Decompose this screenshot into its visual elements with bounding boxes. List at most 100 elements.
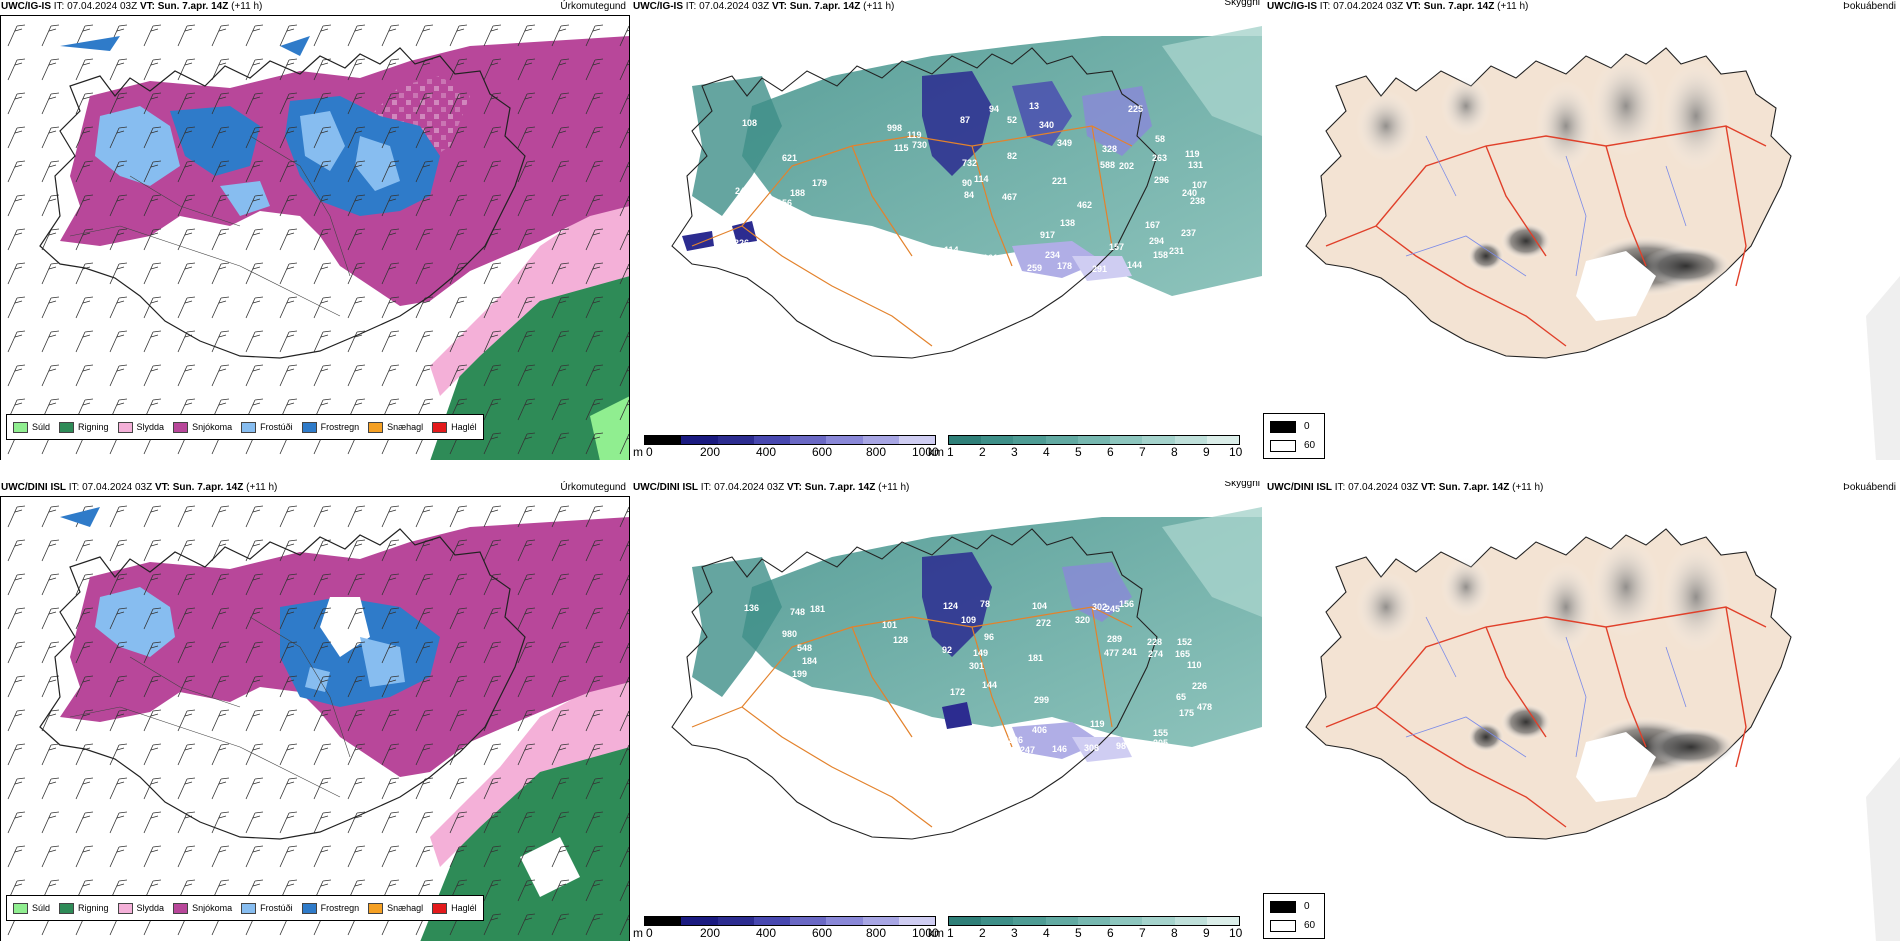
- cloud-base-label: 115: [894, 143, 909, 153]
- valid-time: Sun. 7.apr. 14Z: [1438, 482, 1510, 493]
- low-cloud-area: [922, 71, 992, 176]
- model-name: UWC/DINI ISL: [633, 482, 698, 493]
- cloud-base-label: 149: [973, 648, 988, 658]
- cloud-base-label: 104: [1032, 601, 1047, 611]
- cloud-base-label: 84: [964, 190, 974, 200]
- cloud-base-label: 65: [1176, 692, 1186, 702]
- cloud-base-label: 748: [790, 607, 805, 617]
- legend-item: Rigning: [59, 421, 109, 433]
- cloud-base-label: 96: [984, 632, 994, 642]
- legend-item: Snjókoma: [173, 421, 232, 433]
- cloud-base-label: 94: [989, 104, 999, 114]
- cloud-base-label: 349: [1057, 138, 1072, 148]
- cloud-base-label: 184: [802, 656, 817, 666]
- cloud-base-label: 296: [1154, 175, 1169, 185]
- legend-item: Frostregn: [301, 902, 359, 914]
- lead-time: (+11 h): [878, 482, 910, 493]
- cloud-base-label: 980: [782, 629, 797, 639]
- cloud-base-label: 245: [735, 186, 750, 196]
- cloud-base-label: 205: [1153, 738, 1168, 748]
- legend-item: Haglél: [432, 421, 477, 433]
- cloud-base-label: 240: [1182, 188, 1197, 198]
- cloud-base-label: 320: [1075, 615, 1090, 625]
- cloud-base-label: 302: [1092, 602, 1107, 612]
- cloud-base-label: 144: [1127, 260, 1142, 270]
- fog-indicator-panel-row1: UWC/IG-IS IT: 07.04.2024 03Z VT: Sun. 7.…: [1266, 0, 1900, 460]
- init-time: 07.04.2024 03Z: [1333, 1, 1404, 12]
- cloud-base-label: 274: [1148, 649, 1163, 659]
- panel-title: Þokuábendi: [1843, 1, 1896, 12]
- lead-time: (+11 h): [246, 482, 278, 493]
- cloud-base-label: 57: [801, 702, 811, 712]
- precip-legend: Súld Rigning Slydda Snjókoma Frostúði Fr…: [6, 414, 484, 440]
- cloud-base-label: 213: [780, 685, 795, 695]
- model-name: UWC/DINI ISL: [1, 482, 66, 493]
- legend-item: Frostúði: [241, 902, 293, 914]
- cloud-base-label: 172: [950, 687, 965, 697]
- cloud-base-label: 136: [744, 603, 759, 613]
- legend-item: Rigning: [59, 902, 109, 914]
- visibility-map: [632, 16, 1262, 436]
- cloud-base-label: 146: [1052, 744, 1067, 754]
- lead-time: (+11 h): [1497, 1, 1529, 12]
- cloud-base-label: 52: [1007, 115, 1017, 125]
- cloud-base-label: 101: [882, 620, 897, 630]
- cloud-base-label: 231: [1169, 246, 1184, 256]
- cloud-base-label: 175: [1179, 708, 1194, 718]
- cloud-base-label: 917: [1040, 230, 1055, 240]
- cloud-base-label: 199: [792, 669, 807, 679]
- cloud-base-label: 998: [887, 123, 902, 133]
- precip-type-panel-row2: UWC/DINI ISL IT: 07.04.2024 03Z VT: Sun.…: [0, 481, 630, 941]
- cloud-base-label: 188: [790, 188, 805, 198]
- panel-header: UWC/IG-IS IT: 07.04.2024 03Z VT: Sun. 7.…: [1267, 1, 1529, 12]
- cloud-base-label: 111: [1132, 768, 1146, 778]
- cloud-base-label: 41: [943, 737, 953, 747]
- cloud-base-label: 258: [990, 741, 1005, 751]
- visibility-ceiling-panel-row1: UWC/IG-IS IT: 07.04.2024 03Z VT: Sun. 7.…: [632, 0, 1262, 460]
- cloud-base-label: 299: [1034, 695, 1049, 705]
- legend-item: Slydda: [117, 902, 164, 914]
- cloud-base-label: 237: [1181, 228, 1196, 238]
- cloud-base-label: 110: [1187, 660, 1202, 670]
- cloud-base-label: 226: [1192, 681, 1207, 691]
- init-time: 07.04.2024 03Z: [82, 482, 153, 493]
- cloud-base-label: 138: [1060, 218, 1075, 228]
- cloud-base-label: 82: [1007, 151, 1017, 161]
- panel-header: UWC/DINI ISL IT: 07.04.2024 03Z VT: Sun.…: [1267, 482, 1544, 493]
- cloud-base-label: 156: [777, 198, 792, 208]
- visibility-colorbar: km 1 2 3 4 5 6 7 8 9 10: [928, 914, 1244, 940]
- cloud-base-label: 128: [893, 635, 908, 645]
- cloud-base-label: 130: [802, 223, 817, 233]
- cloud-base-label: 238: [1190, 196, 1205, 206]
- fog-map: [1266, 16, 1900, 460]
- cloud-base-label: 144: [982, 680, 997, 690]
- cloud-base-label: 22: [715, 242, 725, 252]
- cloud-base-label: 308: [1084, 743, 1099, 753]
- cloud-base-label: 289: [1107, 634, 1122, 644]
- cloud-base-label: 202: [1119, 161, 1134, 171]
- cloud-base-label: 98: [1116, 741, 1126, 751]
- cloud-base-label: 245: [1105, 604, 1120, 614]
- init-time: 07.04.2024 03Z: [699, 1, 770, 12]
- precip-type-panel-row1: UWC/IG-IS IT: 07.04.2024 03Z VT: Sun. 7.…: [0, 0, 630, 460]
- valid-time: Sun. 7.apr. 14Z: [1423, 1, 1495, 12]
- model-name: UWC/IG-IS: [1, 1, 51, 12]
- fog-box-legend-row1: 0 60: [1263, 413, 1325, 459]
- cloud-base-label: 225: [1128, 104, 1143, 114]
- cloud-base-label: 477: [1104, 648, 1119, 658]
- cloud-base-label: 109: [961, 615, 976, 625]
- fog-map: [1266, 497, 1900, 941]
- valid-time: Sun. 7.apr. 14Z: [789, 1, 861, 12]
- precip-legend: Súld Rigning Slydda Snjókoma Frostúði Fr…: [6, 895, 484, 921]
- precip-map: [0, 497, 630, 941]
- cloud-base-label: 301: [969, 661, 984, 671]
- cloud-base-label: 155: [1153, 728, 1168, 738]
- cloud-base-label: 467: [1002, 192, 1017, 202]
- precip-map: [0, 16, 630, 460]
- legend-item: Snjókoma: [173, 902, 232, 914]
- cloud-base-label: 157: [1109, 242, 1124, 252]
- cloud-base-label: 114: [974, 174, 989, 184]
- model-name: UWC/IG-IS: [1267, 1, 1317, 12]
